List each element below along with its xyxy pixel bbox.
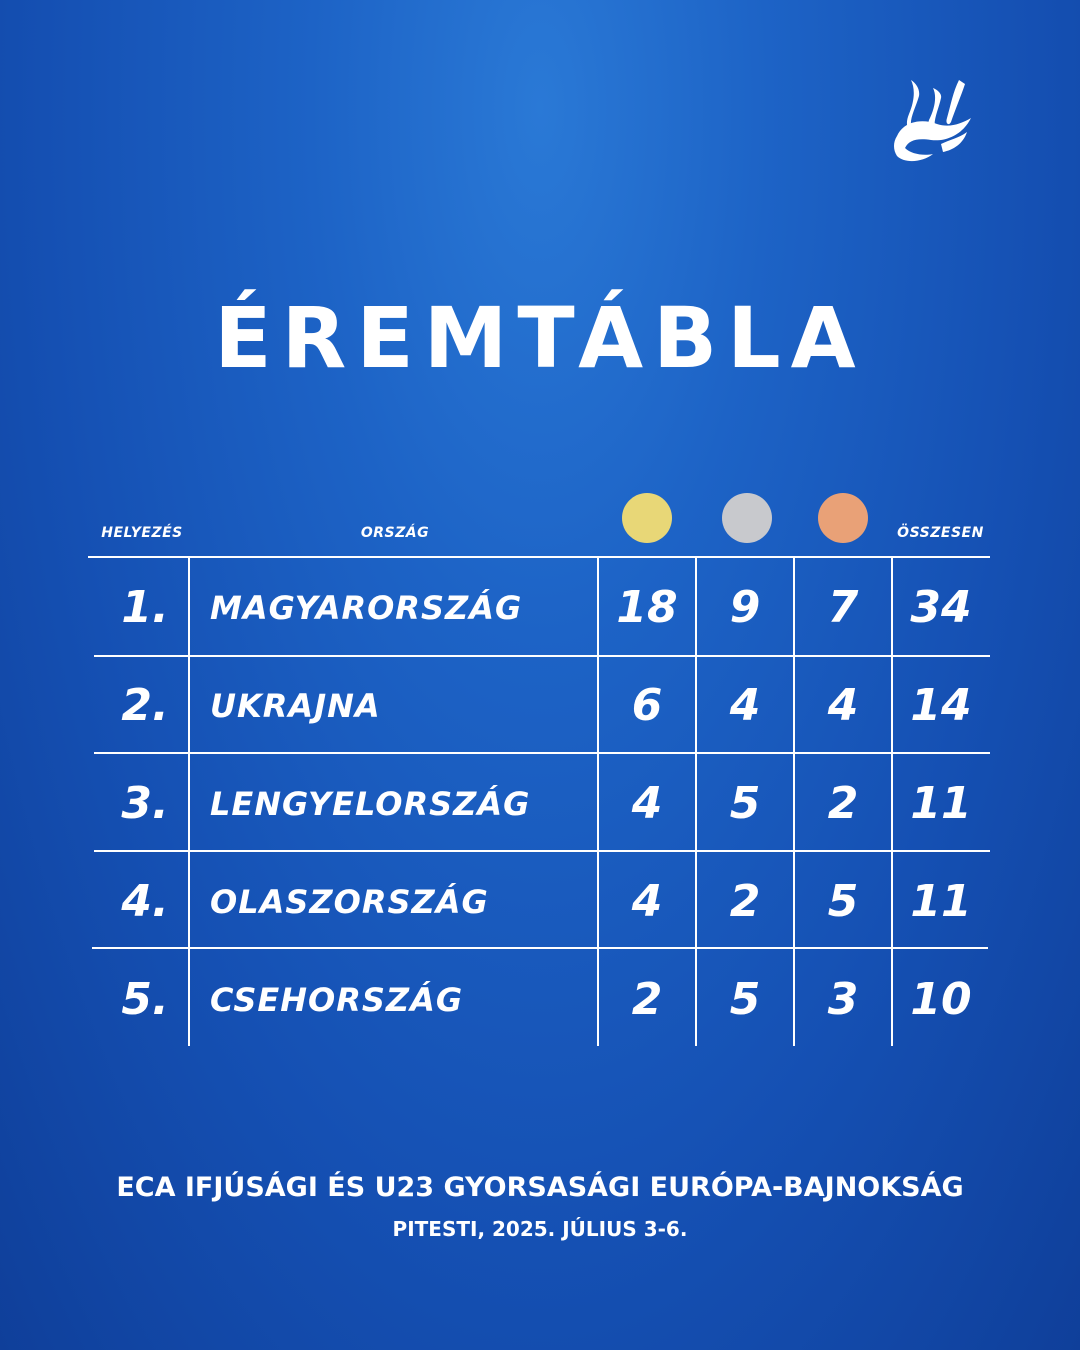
- bronze-count-cell: 5: [827, 876, 859, 927]
- header-rank: HELYEZÉS: [101, 525, 183, 541]
- silver-count-cell: 4: [729, 680, 761, 731]
- country-cell: CSEHORSZÁG: [210, 981, 464, 1019]
- total-count-cell: 10: [910, 974, 972, 1025]
- gold-count-cell: 6: [631, 680, 663, 731]
- event-location-date: PITESTI, 2025. JÚLIUS 3-6.: [392, 1217, 688, 1241]
- event-name: ECA IFJÚSÁGI ÉS U23 GYORSASÁGI EURÓPA-BA…: [116, 1172, 964, 1203]
- silver-count-cell: 9: [729, 582, 761, 633]
- total-count-cell: 11: [910, 778, 972, 829]
- country-cell: MAGYARORSZÁG: [210, 589, 523, 627]
- silver-count-cell: 5: [729, 974, 761, 1025]
- total-count-cell: 11: [910, 876, 972, 927]
- rank-cell: 3.: [121, 778, 169, 829]
- bronze-count-cell: 2: [827, 778, 859, 829]
- total-count-cell: 34: [910, 582, 972, 633]
- silver-count-cell: 5: [729, 778, 761, 829]
- rank-cell: 2.: [121, 680, 169, 731]
- gold-count-cell: 2: [631, 974, 663, 1025]
- country-cell: LENGYELORSZÁG: [210, 785, 531, 823]
- gold-count-cell: 4: [631, 778, 663, 829]
- rank-cell: 4.: [121, 876, 169, 927]
- country-cell: OLASZORSZÁG: [210, 883, 489, 921]
- rank-cell: 1.: [121, 582, 169, 633]
- bronze-count-cell: 4: [827, 680, 859, 731]
- total-count-cell: 14: [910, 680, 972, 731]
- bronze-count-cell: 3: [827, 974, 859, 1025]
- header-country: ORSZÁG: [360, 525, 430, 541]
- silver-count-cell: 2: [729, 876, 761, 927]
- header-total: ÖSSZESEN: [897, 525, 984, 541]
- gold-count-cell: 18: [616, 582, 678, 633]
- silver-medal-icon: [722, 493, 772, 543]
- rank-cell: 5.: [121, 974, 169, 1025]
- logo-icon: [894, 80, 971, 162]
- gold-medal-icon: [622, 493, 672, 543]
- gold-count-cell: 4: [631, 876, 663, 927]
- country-cell: UKRAJNA: [210, 687, 381, 725]
- page-title: ÉREMTÁBLA: [214, 289, 866, 387]
- bronze-count-cell: 7: [827, 582, 859, 633]
- bronze-medal-icon: [818, 493, 868, 543]
